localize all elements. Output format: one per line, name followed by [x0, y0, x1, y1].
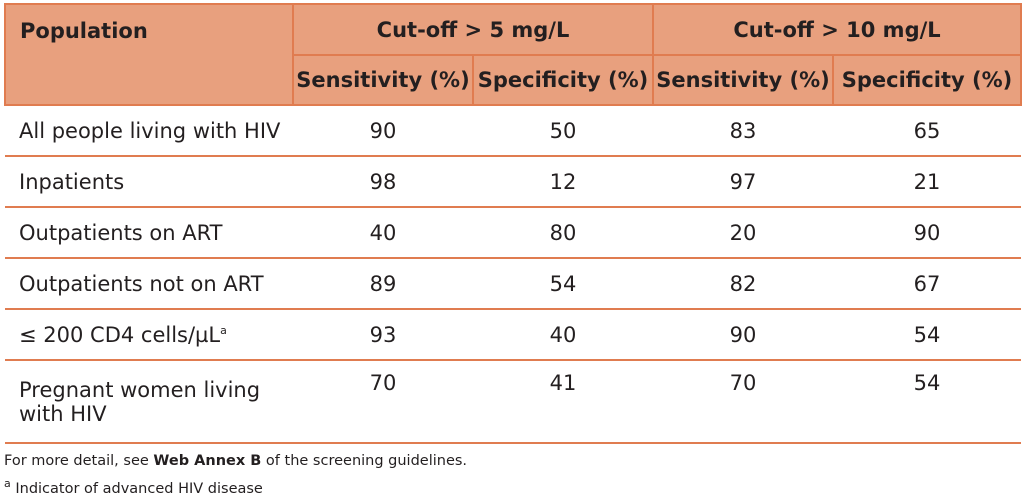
value-cell: 97 [653, 156, 834, 208]
web-annex-reference: Web Annex B [153, 453, 262, 469]
population-cell: ≤ 200 CD4 cells/µLa [5, 309, 293, 361]
footnote-text: Indicator of advanced HIV disease [10, 481, 263, 497]
value-cell: 70 [653, 360, 834, 444]
population-cell: Outpatients on ART [5, 207, 293, 259]
value-cell: 50 [473, 105, 654, 157]
value-cell: 67 [833, 258, 1022, 310]
population-cell: All people living with HIV [5, 105, 293, 157]
value-cell: 20 [653, 207, 834, 259]
header-row-measures: Sensitivity (%) Specificity (%) Sensitiv… [5, 54, 1023, 106]
population-label: ≤ 200 CD4 cells/µL [19, 322, 221, 347]
value-cell: 54 [833, 360, 1022, 444]
value-cell: 90 [293, 105, 473, 157]
table-row: All people living with HIV 90 50 83 65 [5, 105, 1022, 157]
detail-note-prefix: For more detail, see [4, 453, 154, 469]
value-cell: 93 [293, 309, 473, 361]
table-row: ≤ 200 CD4 cells/µLa 93 40 90 54 [5, 309, 1022, 361]
detail-note-suffix: of the screening guidelines. [261, 453, 468, 469]
value-cell: 40 [473, 309, 654, 361]
footnote-mark: a [4, 477, 11, 491]
value-cell: 70 [293, 360, 473, 444]
sensitivity-header: Sensitivity (%) [652, 54, 835, 106]
value-cell: 54 [833, 309, 1022, 361]
table-row: Outpatients on ART 40 80 20 90 [5, 207, 1022, 259]
value-cell: 12 [473, 156, 654, 208]
population-cell: Outpatients not on ART [5, 258, 293, 310]
sensitivity-specificity-table: Population Cut-off > 5 mg/L Cut-off > 10… [4, 3, 1023, 444]
value-cell: 41 [473, 360, 654, 444]
table-row: Outpatients not on ART 89 54 82 67 [5, 258, 1022, 310]
value-cell: 80 [473, 207, 654, 259]
value-cell: 98 [293, 156, 473, 208]
value-cell: 54 [473, 258, 654, 310]
population-cell: Pregnant women living with HIV [5, 360, 293, 444]
cutoff-10-header: Cut-off > 10 mg/L [652, 3, 1023, 56]
footnote: a Indicator of advanced HIV disease [4, 478, 263, 497]
table-row: Inpatients 98 12 97 21 [5, 156, 1022, 208]
table-row: Pregnant women living with HIV 70 41 70 … [5, 360, 1022, 444]
value-cell: 89 [293, 258, 473, 310]
population-header: Population [4, 3, 294, 106]
value-cell: 83 [653, 105, 834, 157]
value-cell: 90 [653, 309, 834, 361]
header-row-groups: Population Cut-off > 5 mg/L Cut-off > 10… [4, 3, 1023, 106]
population-cell: Inpatients [5, 156, 293, 208]
value-cell: 40 [293, 207, 473, 259]
cutoff-5-header: Cut-off > 5 mg/L [291, 3, 655, 56]
value-cell: 90 [833, 207, 1022, 259]
specificity-header: Specificity (%) [471, 54, 655, 106]
value-cell: 21 [833, 156, 1022, 208]
specificity-header: Specificity (%) [832, 54, 1023, 106]
value-cell: 82 [653, 258, 834, 310]
sensitivity-header: Sensitivity (%) [292, 54, 474, 106]
detail-note: For more detail, see Web Annex B of the … [4, 453, 467, 469]
value-cell: 65 [833, 105, 1022, 157]
footnote-marker: a [220, 323, 227, 337]
